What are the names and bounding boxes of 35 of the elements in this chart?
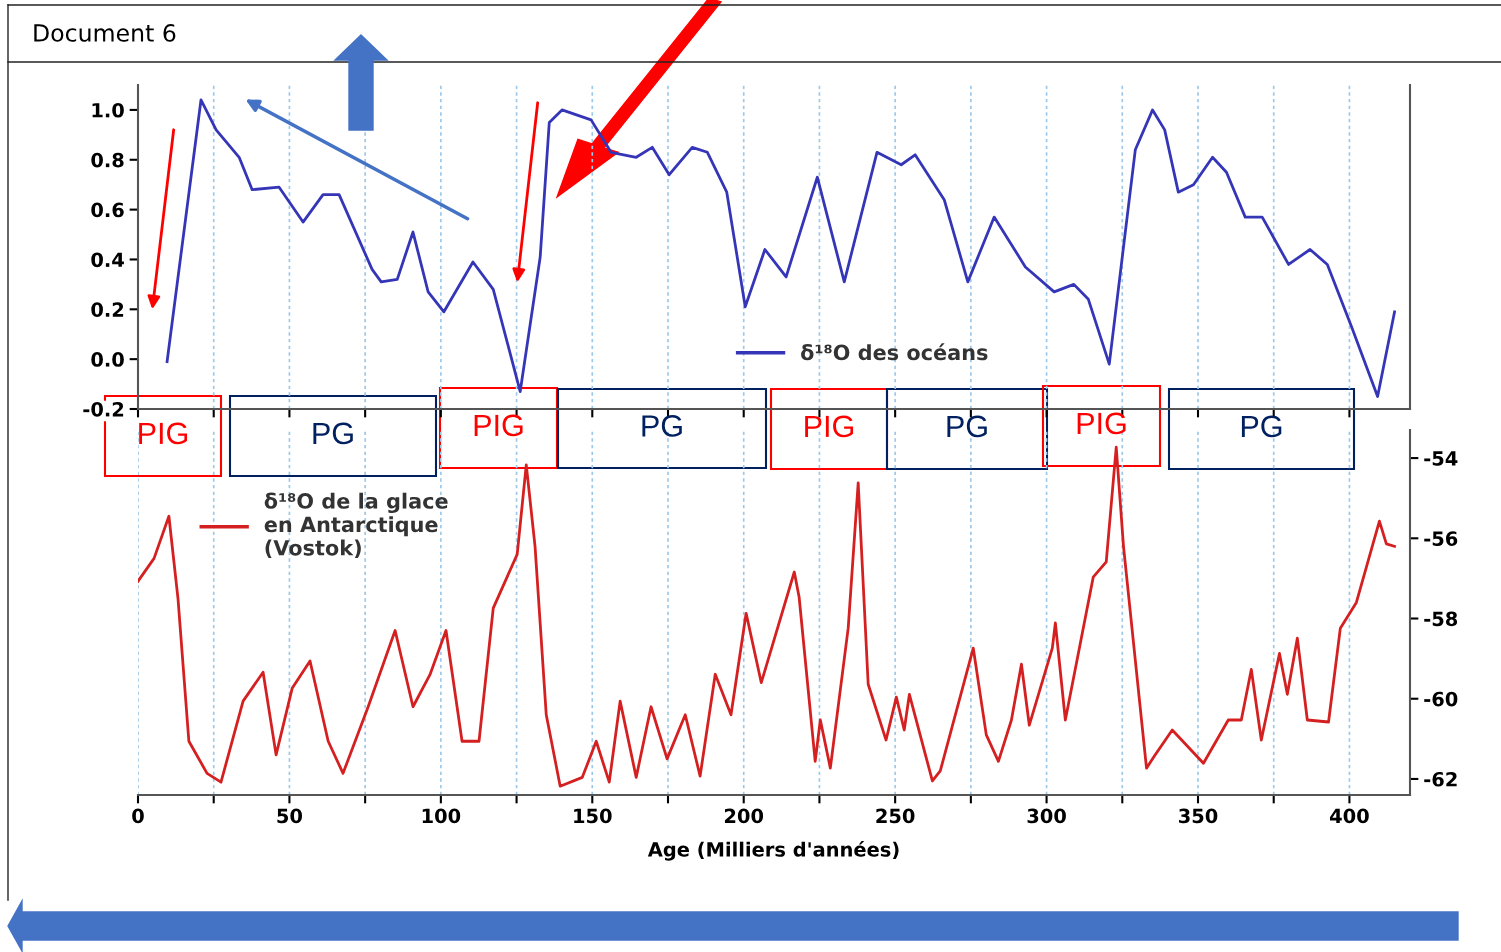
- y-tick-label: 0.6: [91, 202, 124, 218]
- x-tick-label: 100: [422, 808, 461, 824]
- x-tick-label: 300: [1027, 808, 1066, 824]
- annotation: PG: [642, 415, 682, 437]
- annotation: PIG: [805, 415, 854, 438]
- x-tick-label: 250: [876, 808, 915, 824]
- y-tick-label: 0.4: [91, 252, 124, 268]
- annotation: PG: [947, 415, 987, 438]
- annotation: PG: [313, 422, 353, 445]
- annotation: PIG: [139, 422, 188, 445]
- line-series: [165, 98, 1396, 398]
- line-series: [138, 445, 1396, 788]
- y2-tick-label: -56: [1424, 531, 1458, 546]
- y2-tick-label: -58: [1424, 611, 1458, 627]
- x-tick-label: 200: [724, 808, 764, 824]
- y-tick-label: -0.2: [83, 401, 124, 417]
- y2-tick-label: -54: [1424, 451, 1458, 466]
- x-tick-label: 0: [132, 808, 144, 824]
- y-tick-label: 1.0: [92, 102, 124, 118]
- annotation: PG: [1241, 415, 1282, 438]
- x-tick-label: 150: [574, 808, 612, 824]
- chart-title: Document 6: [34, 23, 176, 42]
- y-tick-label: 0.2: [91, 302, 124, 317]
- annotation: PIG: [1077, 412, 1126, 435]
- x-tick-label: 400: [1330, 808, 1369, 824]
- legend-label: δ¹⁸O des océans: [801, 343, 988, 361]
- y-tick-label: 0.0: [91, 352, 124, 367]
- y-tick-label: 0.8: [91, 152, 124, 168]
- annotation: PIG: [474, 414, 523, 437]
- x-tick-label: 350: [1179, 808, 1218, 824]
- x-axis-title: Age (Milliers d'années): [647, 840, 899, 861]
- y2-tick-label: -60: [1424, 691, 1458, 707]
- y2-tick-label: -62: [1424, 771, 1457, 787]
- x-tick-label: 50: [277, 808, 303, 824]
- legend-label: δ¹⁸O de la glace en Antarctique (Vostok): [264, 492, 448, 559]
